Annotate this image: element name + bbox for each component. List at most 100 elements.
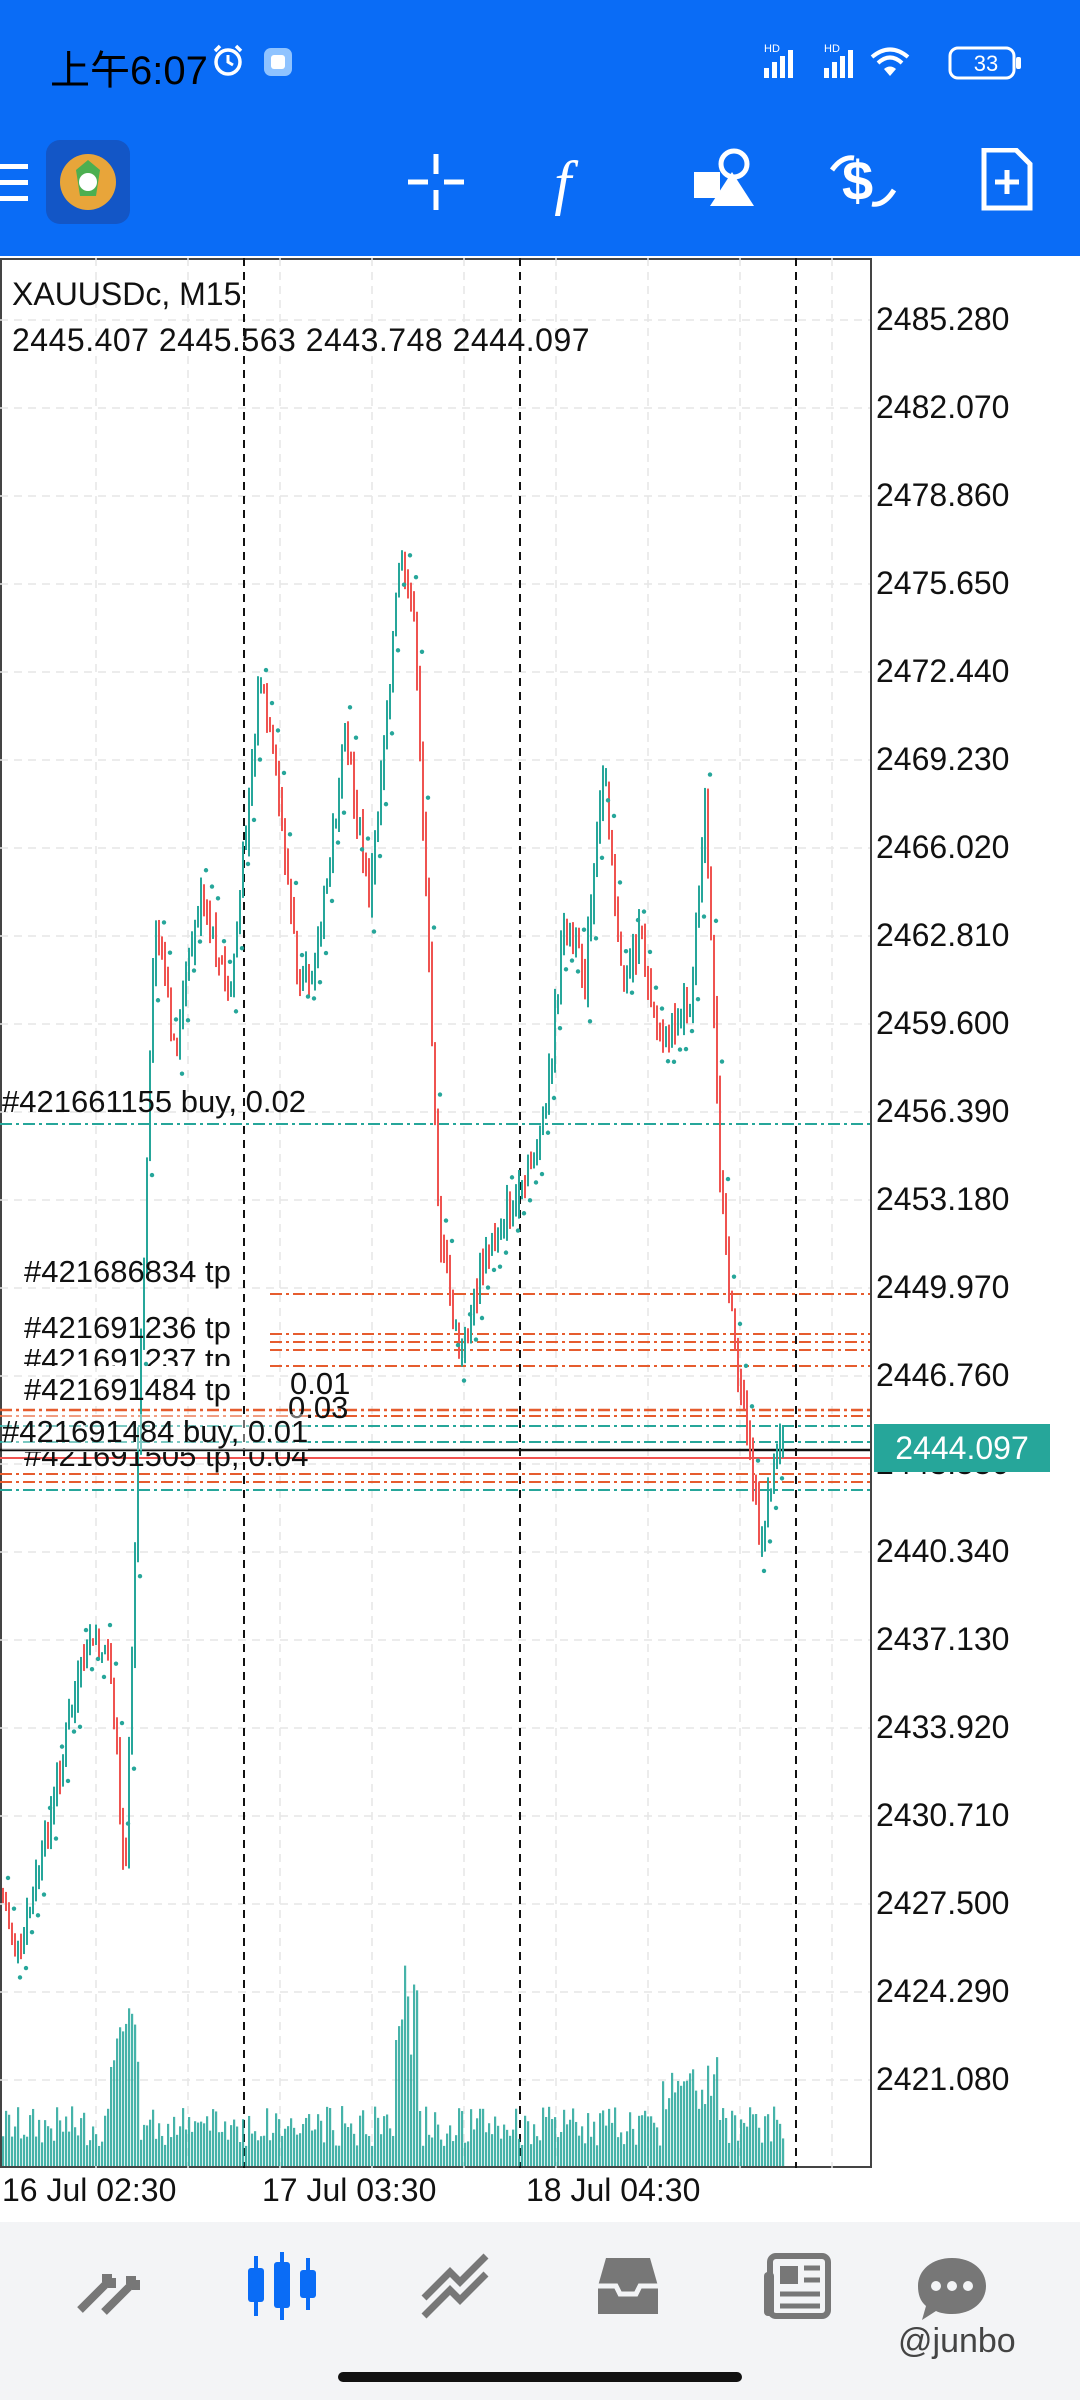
psar-dot bbox=[203, 868, 209, 873]
volume-bar bbox=[245, 2145, 248, 2166]
candle-body bbox=[680, 1022, 682, 1026]
chart-icon[interactable] bbox=[244, 2250, 320, 2322]
candle-body bbox=[323, 893, 325, 933]
volume-bar bbox=[578, 2135, 581, 2166]
candle-body bbox=[125, 1853, 127, 1859]
volume-bar bbox=[404, 1965, 407, 2166]
candle-body bbox=[644, 936, 646, 971]
candle-body bbox=[182, 991, 184, 1014]
candle-body bbox=[311, 974, 313, 979]
volume-bar bbox=[59, 2120, 62, 2166]
home-indicator[interactable] bbox=[338, 2372, 742, 2382]
volume-bar bbox=[770, 2141, 773, 2166]
volume-bar bbox=[779, 2123, 782, 2166]
candle-body bbox=[434, 1044, 436, 1123]
quotes-icon[interactable] bbox=[72, 2250, 144, 2322]
psar-dot bbox=[347, 705, 353, 710]
volume-bar bbox=[389, 2128, 392, 2166]
candle-body bbox=[686, 998, 688, 1011]
volume-bar bbox=[335, 2145, 338, 2166]
trade-label-tp[interactable]: #421691236 tp bbox=[24, 1310, 231, 1345]
candle-body bbox=[398, 568, 400, 596]
psar-dot bbox=[149, 1172, 155, 1178]
volume-bar bbox=[356, 2145, 359, 2166]
candle-body bbox=[23, 1936, 25, 1942]
candle-body bbox=[329, 861, 331, 883]
candle-body bbox=[485, 1250, 487, 1274]
psar-dot bbox=[425, 795, 431, 800]
candle-body bbox=[602, 782, 604, 806]
candle-body bbox=[236, 923, 238, 958]
volume-bar bbox=[656, 2127, 659, 2166]
volume-bar bbox=[80, 2118, 83, 2166]
volume-bar bbox=[113, 2060, 116, 2166]
candle-body bbox=[677, 1025, 679, 1028]
indicators-f-icon[interactable]: f bbox=[550, 148, 600, 216]
news-icon[interactable] bbox=[762, 2250, 834, 2322]
psar-dot bbox=[701, 914, 707, 919]
candle-body bbox=[572, 925, 574, 943]
volume-bar bbox=[161, 2135, 164, 2166]
trade-label-buy[interactable]: #421691484 buy, 0.01 bbox=[2, 1414, 309, 1450]
app-logo-icon[interactable] bbox=[46, 140, 130, 224]
volume-bar bbox=[752, 2114, 755, 2166]
volume-bar bbox=[551, 2119, 554, 2166]
crosshair-icon[interactable] bbox=[406, 152, 466, 212]
candle-body bbox=[551, 1060, 553, 1072]
volume-bar bbox=[524, 2115, 527, 2166]
candle-body bbox=[203, 890, 205, 907]
volume-bar bbox=[104, 2115, 107, 2166]
candle-body bbox=[266, 692, 268, 724]
volume-bar bbox=[11, 2136, 14, 2166]
candle-body bbox=[248, 805, 250, 842]
trade-label-tp[interactable]: #421691484 tp bbox=[24, 1372, 231, 1407]
new-order-icon[interactable] bbox=[980, 148, 1034, 212]
candle-body bbox=[257, 693, 259, 735]
volume-bar bbox=[425, 2106, 428, 2166]
trade-icon[interactable] bbox=[420, 2250, 492, 2322]
candle-body bbox=[590, 908, 592, 934]
psar-dot bbox=[623, 949, 629, 954]
trade-label-tp[interactable]: #421691505 tp, 0.04 bbox=[24, 1438, 309, 1473]
price-tick: 2485.280 bbox=[876, 301, 1010, 337]
volume-bar bbox=[119, 2027, 122, 2166]
trade-label-tp[interactable]: #421691237 tp bbox=[24, 1342, 231, 1366]
candle-body bbox=[233, 957, 235, 987]
candle-body bbox=[317, 940, 319, 966]
candle-body bbox=[509, 1198, 511, 1218]
candle-body bbox=[386, 710, 388, 749]
trade-dollar-icon[interactable]: $ bbox=[828, 148, 898, 212]
candle-body bbox=[194, 922, 196, 949]
candle-body bbox=[179, 1013, 181, 1047]
psar-dot bbox=[731, 1274, 737, 1279]
candle-body bbox=[104, 1652, 106, 1655]
candle-body bbox=[683, 998, 685, 1023]
volume-bar bbox=[344, 2123, 347, 2166]
volume-bar bbox=[626, 2131, 629, 2166]
candle-body bbox=[356, 801, 358, 827]
candle-body bbox=[542, 1110, 544, 1131]
candle-body bbox=[404, 553, 406, 579]
psar-dot bbox=[185, 1018, 191, 1023]
trade-label-buy[interactable]: #421661155 buy, 0.02 bbox=[2, 1084, 306, 1119]
volume-bar bbox=[179, 2126, 182, 2166]
volume-bar bbox=[149, 2119, 152, 2166]
psar-dot bbox=[527, 1198, 533, 1203]
messages-icon[interactable] bbox=[916, 2254, 988, 2326]
menu-icon[interactable] bbox=[0, 162, 30, 204]
trade-label-tp[interactable]: #421686834 tp bbox=[24, 1254, 231, 1289]
psar-dot bbox=[611, 813, 617, 819]
candle-body bbox=[623, 965, 625, 976]
psar-dot bbox=[167, 950, 173, 955]
candle-body bbox=[560, 946, 562, 1001]
objects-icon[interactable] bbox=[692, 148, 756, 208]
psar-dot bbox=[587, 1019, 593, 1024]
psar-dot bbox=[389, 731, 395, 736]
psar-dot bbox=[209, 884, 215, 889]
volume-bar bbox=[107, 2108, 110, 2166]
history-icon[interactable] bbox=[592, 2250, 664, 2322]
volume-bar bbox=[734, 2115, 737, 2166]
chart-ohlc: 2445.407 2445.563 2443.748 2444.097 bbox=[12, 322, 591, 358]
price-chart[interactable] bbox=[0, 258, 1080, 2218]
candle-body bbox=[779, 1440, 781, 1455]
